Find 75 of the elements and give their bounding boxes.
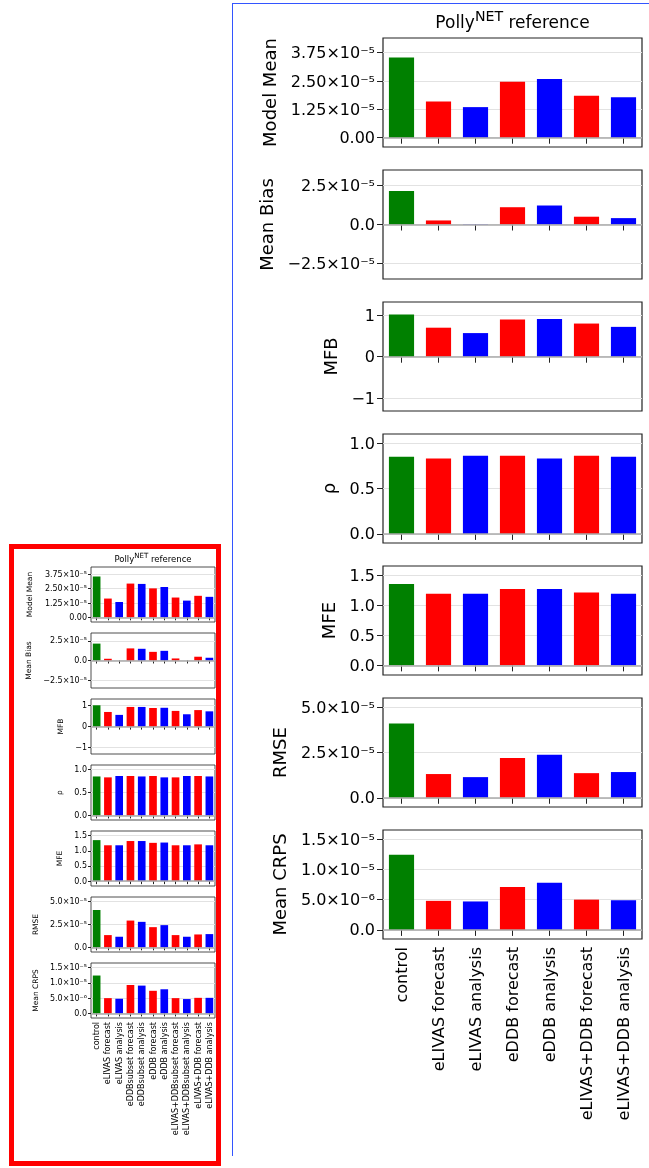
x-tick-label: eLIVAS+DDB analysis [204,1022,214,1109]
x-tick-label: control [392,947,411,1003]
y-tick-label: 1.0×10⁻⁵ [300,859,375,879]
y-tick-label: 1.5×10⁻⁵ [49,963,87,973]
y-tick-label: 2.50×10⁻⁵ [290,71,375,91]
y-tick-label: −1 [351,388,375,408]
y-axis-title: Mean Bias [256,178,278,271]
y-tick-label: 1.0 [74,846,87,856]
x-tick-label: eDDB forecast [148,1022,158,1080]
y-axis-title: Mean CRPS [269,833,291,936]
x-tick-label: eLIVAS analysis [466,947,485,1072]
y-tick-label: 1.5×10⁻⁵ [300,829,375,849]
y-tick-label: 1.0 [74,765,87,775]
x-tick-label: eDDB analysis [159,1022,169,1080]
y-tick-label: 1.5 [74,831,87,841]
y-tick-label: 0.0 [349,215,375,234]
x-tick-label: eLIVAS+DDB forecast [193,1022,203,1109]
y-tick-label: 1.25×10⁻⁵ [44,598,87,608]
y-tick-label: 0.0 [74,1008,87,1018]
x-tick-label: eLIVAS+DDBsubset forecast [171,1022,181,1136]
y-tick-label: 1.0 [349,595,375,615]
y-tick-label: 0.0 [74,810,87,820]
y-tick-label: 2.50×10⁻⁵ [44,584,87,594]
y-tick-label: 5.0×10⁻⁶ [300,890,375,910]
y-tick-label: 0.0 [349,655,375,675]
y-tick-label: 2.5×10⁻⁵ [300,176,375,196]
y-tick-label: 3.75×10⁻⁵ [44,569,87,579]
y-tick-label: 0.5 [74,788,87,797]
y-tick-label: 0.5 [349,479,375,498]
y-tick-label: 1 [364,305,375,325]
y-tick-label: 0.0 [349,524,375,544]
y-tick-label: 2.5×10⁻⁵ [49,920,87,929]
y-tick-label: 1.0 [349,433,375,453]
y-tick-label: 0 [81,722,87,732]
x-tick-label: control [92,1022,102,1050]
y-tick-label: 0.5 [74,861,87,871]
x-tick-label: eLIVAS+DDB forecast [577,947,596,1121]
x-tick-label: eDDB analysis [540,947,559,1063]
x-tick-label: eLIVAS analysis [114,1022,124,1085]
x-tick-label: eDDBsubset analysis [137,1022,147,1107]
y-axis-title: MFE [318,601,340,640]
y-tick-label: 0.0 [349,788,375,808]
y-tick-label: 0.0 [349,920,375,940]
y-tick-label: 5.0×10⁻⁵ [300,697,375,717]
y-tick-label: −1 [75,743,87,753]
y-tick-label: 1.25×10⁻⁵ [290,99,375,119]
x-tick-label: eDDB forecast [503,947,522,1063]
x-tick-label: eDDBsubset forecast [125,1022,135,1107]
y-tick-label: 1 [81,701,87,711]
chart-title: Polly$^{NET}$ reference [435,8,590,33]
y-tick-label: 0.00 [69,612,87,622]
x-tick-label: eLIVAS+DDBsubset analysis [182,1022,192,1136]
y-axis-title: Model Mean [259,38,281,147]
chart-title: Polly$^{NET}$ reference [114,551,192,565]
y-tick-label: 2.5×10⁻⁵ [49,636,87,646]
x-tick-label: eLIVAS+DDB analysis [614,947,633,1121]
y-tick-label: 0.5 [349,625,375,645]
y-tick-label: 5.0×10⁻⁵ [49,897,87,907]
y-axis-title: ρ [318,482,340,495]
y-tick-label: 0 [364,347,375,367]
x-tick-label: eLIVAS forecast [103,1022,113,1085]
y-tick-label: 1.5 [349,565,375,585]
y-tick-label: 0.0 [74,942,87,952]
y-axis-title: MFB [319,337,341,376]
y-tick-label: −2.5×10⁻⁵ [287,253,375,273]
y-axis-title: RMSE [269,727,291,778]
y-tick-label: 0.0 [74,876,87,886]
y-tick-label: 0.00 [339,128,375,148]
y-tick-label: 3.75×10⁻⁵ [290,43,375,63]
y-tick-label: 0.0 [74,656,87,665]
y-tick-label: 5.0×10⁻⁶ [49,993,87,1003]
y-tick-label: −2.5×10⁻⁵ [43,675,87,685]
x-tick-label: eLIVAS forecast [429,947,448,1072]
y-tick-label: 1.0×10⁻⁵ [49,978,87,988]
y-tick-label: 2.5×10⁻⁵ [300,743,375,762]
